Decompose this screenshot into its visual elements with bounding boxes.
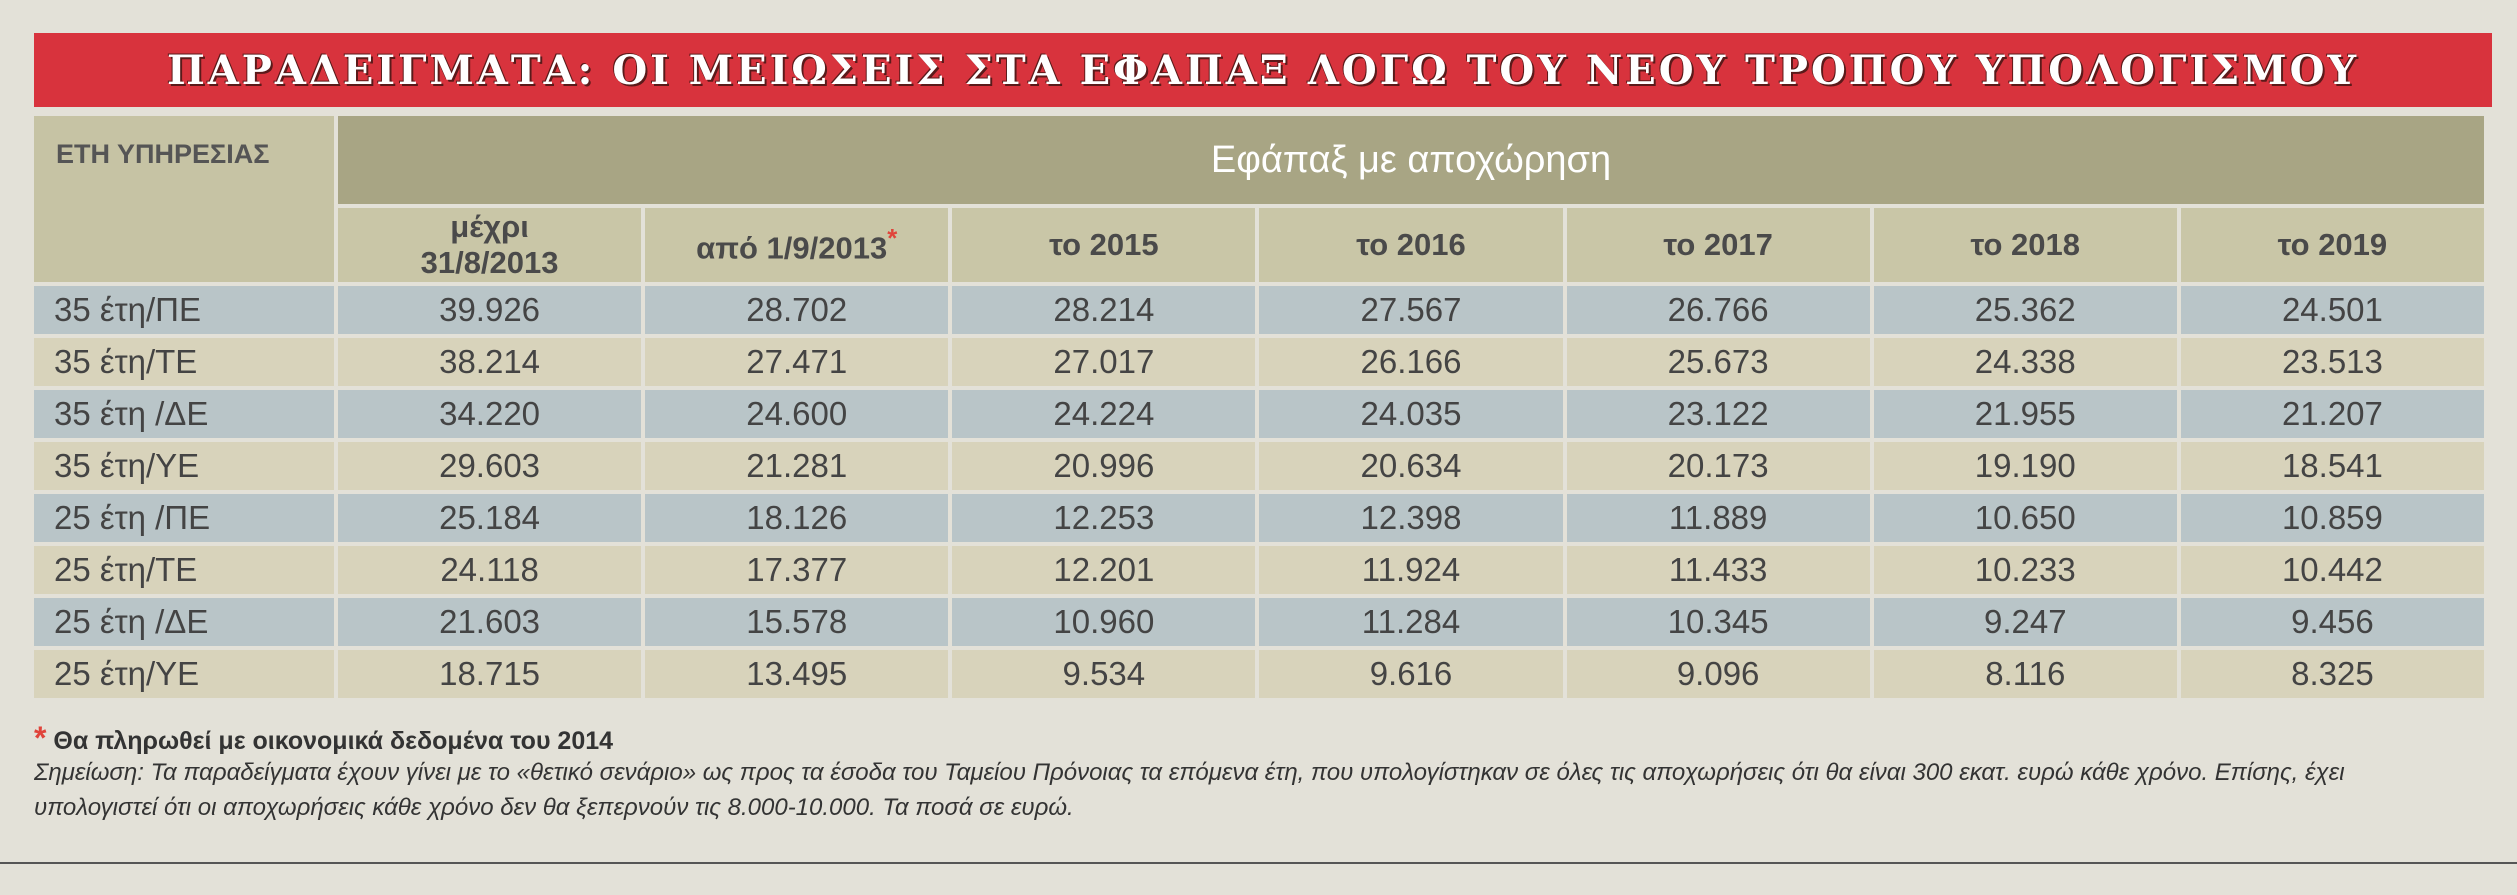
table-cell: 21.955 — [1873, 390, 2177, 438]
column-header: το 2015 — [952, 208, 1256, 282]
table-cell: 9.247 — [1873, 598, 2177, 646]
table-cell: 8.325 — [2180, 650, 2484, 698]
table-title: ΠΑΡΑΔΕΙΓΜΑΤΑ: ΟΙ ΜΕΙΩΣΕΙΣ ΣΤΑ ΕΦΑΠΑΞ ΛΟΓ… — [34, 33, 2492, 107]
row-header: ΕΤΗ ΥΠΗΡΕΣΙΑΣ — [34, 116, 334, 282]
row-label: 25 έτη /ΠΕ — [34, 494, 334, 542]
table-row: 35 έτη/ΠΕ 39.926 28.702 28.214 27.567 26.766 2… — [34, 286, 2484, 334]
table-cell: 38.214 — [338, 338, 642, 386]
column-header: το 2017 — [1566, 208, 1870, 282]
row-label: 35 έτη/ΤΕ — [34, 338, 334, 386]
table-cell: 24.338 — [1873, 338, 2177, 386]
column-header: το 2019 — [2180, 208, 2484, 282]
table-cell: 28.214 — [952, 286, 1256, 334]
table-cell: 12.253 — [952, 494, 1256, 542]
asterisk-footnote: * Θα πληρωθεί με οικονομικά δεδομένα του… — [34, 720, 614, 756]
table-cell: 24.224 — [952, 390, 1256, 438]
table-cell: 28.702 — [645, 286, 949, 334]
column-header: το 2016 — [1259, 208, 1563, 282]
table-cell: 27.017 — [952, 338, 1256, 386]
table-cell: 23.122 — [1566, 390, 1870, 438]
table-row: 35 έτη /ΔΕ 34.220 24.600 24.224 24.035 23.122… — [34, 390, 2484, 438]
row-label: 35 έτη/ΥΕ — [34, 442, 334, 490]
table-cell: 21.207 — [2180, 390, 2484, 438]
table-row: 25 έτη/ΤΕ 24.118 17.377 12.201 11.924 11.433 1… — [34, 546, 2484, 594]
table-cell: 20.996 — [952, 442, 1256, 490]
table-cell: 9.456 — [2180, 598, 2484, 646]
table-cell: 29.603 — [338, 442, 642, 490]
note: Σημείωση: Τα παραδείγματα έχουν γίνει με… — [34, 759, 2345, 821]
table-cell: 27.471 — [645, 338, 949, 386]
table-cell: 25.184 — [338, 494, 642, 542]
table-cell: 23.513 — [2180, 338, 2484, 386]
column-header: μέχρι 31/8/2013 — [338, 208, 642, 282]
table-cell: 24.600 — [645, 390, 949, 438]
table-cell: 12.398 — [1259, 494, 1563, 542]
table-cell: 39.926 — [338, 286, 642, 334]
table-cell: 18.126 — [645, 494, 949, 542]
row-label: 25 έτη/ΤΕ — [34, 546, 334, 594]
table-row: 25 έτη /ΠΕ 25.184 18.126 12.253 12.398 11.889… — [34, 494, 2484, 542]
table-cell: 25.673 — [1566, 338, 1870, 386]
row-label: 25 έτη/ΥΕ — [34, 650, 334, 698]
table-cell: 13.495 — [645, 650, 949, 698]
table-cell: 19.190 — [1873, 442, 2177, 490]
row-label: 35 έτη/ΠΕ — [34, 286, 334, 334]
column-header: το 2018 — [1873, 208, 2177, 282]
severance-table: ΕΤΗ ΥΠΗΡΕΣΙΑΣ Εφάπαξ με αποχώρηση μέχρι … — [30, 112, 2488, 702]
column-header: από 1/9/2013* — [645, 208, 949, 282]
row-label: 35 έτη /ΔΕ — [34, 390, 334, 438]
table-cell: 10.233 — [1873, 546, 2177, 594]
table-cell: 17.377 — [645, 546, 949, 594]
table-cell: 10.859 — [2180, 494, 2484, 542]
table-cell: 21.603 — [338, 598, 642, 646]
table-row: 25 έτη/ΥΕ 18.715 13.495 9.534 9.616 9.096 8.11… — [34, 650, 2484, 698]
table-cell: 34.220 — [338, 390, 642, 438]
table-cell: 24.035 — [1259, 390, 1563, 438]
table-cell: 24.501 — [2180, 286, 2484, 334]
table-cell: 18.541 — [2180, 442, 2484, 490]
table-cell: 11.433 — [1566, 546, 1870, 594]
table-cell: 11.284 — [1259, 598, 1563, 646]
table-cell: 10.442 — [2180, 546, 2484, 594]
table-cell: 9.534 — [952, 650, 1256, 698]
title-text: ΠΑΡΑΔΕΙΓΜΑΤΑ: ΟΙ ΜΕΙΩΣΕΙΣ ΣΤΑ ΕΦΑΠΑΞ ΛΟΓ… — [166, 46, 2360, 94]
table-cell: 12.201 — [952, 546, 1256, 594]
row-label: 25 έτη /ΔΕ — [34, 598, 334, 646]
table-cell: 18.715 — [338, 650, 642, 698]
table-cell: 20.173 — [1566, 442, 1870, 490]
table-cell: 11.889 — [1566, 494, 1870, 542]
table-cell: 26.766 — [1566, 286, 1870, 334]
group-header: Εφάπαξ με αποχώρηση — [338, 116, 2484, 204]
table-cell: 15.578 — [645, 598, 949, 646]
divider — [0, 862, 2517, 864]
table-cell: 9.616 — [1259, 650, 1563, 698]
table-cell: 20.634 — [1259, 442, 1563, 490]
table-cell: 26.166 — [1259, 338, 1563, 386]
table-cell: 21.281 — [645, 442, 949, 490]
table-cell: 25.362 — [1873, 286, 2177, 334]
table-cell: 24.118 — [338, 546, 642, 594]
table-cell: 11.924 — [1259, 546, 1563, 594]
table-row: 35 έτη/ΤΕ 38.214 27.471 27.017 26.166 25.673 2… — [34, 338, 2484, 386]
table-cell: 10.960 — [952, 598, 1256, 646]
table-cell: 10.650 — [1873, 494, 2177, 542]
table-cell: 8.116 — [1873, 650, 2177, 698]
table-cell: 27.567 — [1259, 286, 1563, 334]
table-cell: 9.096 — [1566, 650, 1870, 698]
table-row: 35 έτη/ΥΕ 29.603 21.281 20.996 20.634 20.173 1… — [34, 442, 2484, 490]
table-row: 25 έτη /ΔΕ 21.603 15.578 10.960 11.284 10.345… — [34, 598, 2484, 646]
asterisk-mark: * — [887, 224, 898, 253]
table-cell: 10.345 — [1566, 598, 1870, 646]
